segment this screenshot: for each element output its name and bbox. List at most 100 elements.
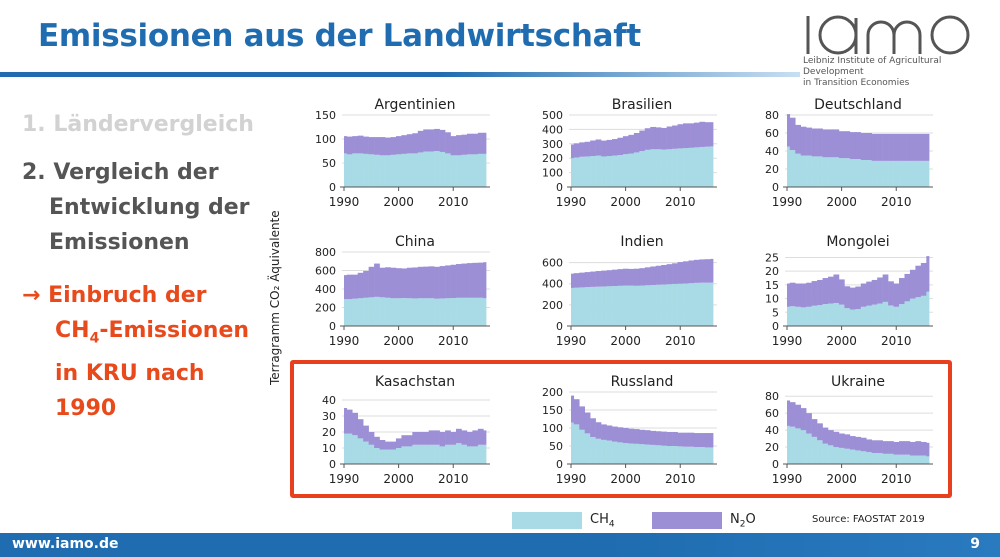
n2o-bar-mongolei-1998	[828, 276, 834, 304]
ch4-bar-brasilien-1999	[617, 155, 624, 187]
ch4-bar-brasilien-2010	[677, 148, 684, 187]
n2o-bar-indien-2014	[699, 259, 706, 283]
n2o-bar-brasilien-2004	[644, 128, 651, 150]
ch4-bar-kasachstan-2012	[461, 444, 468, 464]
n2o-bar-russland-2007	[661, 431, 667, 446]
n2o-bar-ukraine-1991	[789, 402, 796, 427]
ch4-bar-argentinien-2010	[450, 155, 457, 187]
n2o-bar-argentinien-2006	[428, 129, 435, 152]
ch4-bar-ukraine-2001	[844, 448, 851, 464]
n2o-bar-russland-2003	[639, 429, 646, 445]
n2o-bar-kasachstan-2000	[395, 438, 402, 448]
ch4-bar-ukraine-1994	[806, 433, 812, 464]
n2o-bar-indien-2009	[672, 263, 678, 284]
ch4-bar-mongolei-2001	[844, 308, 851, 326]
y-tick-label: 0	[556, 320, 563, 333]
ch4-bar-argentinien-1997	[379, 155, 386, 187]
x-tick-label: 1990	[772, 195, 803, 209]
ch4-bar-brasilien-1996	[601, 156, 607, 187]
ch4-bar-kasachstan-2014	[472, 446, 479, 464]
n2o-bar-ukraine-2015	[920, 441, 927, 456]
ch4-bar-china-2002	[406, 298, 413, 326]
ch4-bar-kasachstan-2016	[483, 444, 487, 464]
n2o-bar-china-1997	[379, 267, 386, 298]
ch4-bar-china-2003	[412, 298, 419, 326]
n2o-bar-brasilien-2016	[710, 122, 714, 147]
x-tick-label: 1990	[329, 195, 360, 209]
x-tick-label: 2010	[881, 472, 912, 486]
agenda-item-2: 2. Vergleich der Entwicklung der Emissio…	[22, 155, 272, 260]
ch4-bar-deutschland-2000	[838, 158, 845, 187]
ch4-bar-ukraine-2006	[871, 452, 878, 464]
n2o-bar-russland-2005	[650, 430, 656, 445]
ch4-bar-mongolei-2014	[915, 297, 922, 326]
ch4-bar-indien-1993	[584, 287, 591, 326]
n2o-bar-china-2016	[483, 262, 487, 299]
ch4-bar-china-1997	[379, 297, 386, 326]
n2o-bar-china-1993	[357, 272, 364, 299]
y-tick-label: 400	[315, 283, 336, 296]
agenda-item-3-line4: 1990	[55, 396, 117, 422]
ch4-bar-china-2001	[401, 298, 408, 326]
legend-swatch-ch4	[512, 512, 582, 529]
n2o-bar-china-2013	[466, 263, 473, 298]
ch4-bar-argentinien-2006	[428, 151, 435, 187]
n2o-bar-ukraine-1997	[822, 427, 829, 444]
footer-url[interactable]: www.iamo.de	[12, 536, 119, 552]
agenda-item-1: 1. Ländervergleich	[22, 112, 254, 137]
chart-title-china: China	[395, 234, 435, 250]
y-tick-label: 400	[542, 123, 563, 136]
n2o-bar-mongolei-2005	[866, 281, 872, 306]
n2o-bar-argentinien-2001	[401, 135, 408, 154]
ch4-bar-china-2011	[456, 297, 462, 326]
ch4-bar-ukraine-2013	[909, 455, 916, 464]
ch4-bar-ukraine-1990	[787, 425, 791, 464]
ch4-bar-mongolei-2009	[888, 305, 894, 326]
n2o-bar-deutschland-2002	[849, 132, 856, 160]
n2o-bar-kasachstan-1991	[346, 409, 353, 434]
n2o-bar-kasachstan-1995	[368, 432, 375, 445]
x-tick-label: 1990	[329, 472, 360, 486]
ch4-bar-deutschland-1992	[795, 153, 801, 187]
ch4-bar-russland-1990	[571, 422, 575, 464]
ch4-bar-russland-1993	[584, 433, 591, 464]
ch4-bar-kasachstan-2013	[466, 446, 473, 464]
ch4-bar-mongolei-2012	[904, 301, 911, 326]
n2o-bar-argentinien-2011	[456, 135, 462, 156]
n2o-bar-brasilien-2003	[639, 130, 646, 151]
n2o-bar-china-2000	[395, 268, 402, 299]
x-tick-label: 1990	[772, 334, 803, 348]
ch4-bar-brasilien-2006	[655, 149, 662, 187]
ch4-bar-china-1993	[357, 298, 364, 326]
n2o-bar-brasilien-2013	[693, 122, 700, 148]
n2o-bar-brasilien-1990	[571, 144, 575, 159]
n2o-bar-mongolei-2011	[899, 278, 905, 305]
y-tick-label: 600	[542, 257, 563, 270]
ch4-bar-russland-2006	[655, 445, 662, 464]
n2o-bar-mongolei-1992	[795, 283, 801, 307]
n2o-bar-indien-1990	[571, 273, 575, 288]
n2o-bar-argentinien-2002	[406, 134, 413, 154]
n2o-bar-mongolei-1997	[822, 278, 829, 305]
legend-swatch-n2o	[652, 512, 722, 529]
y-tick-label: 0	[329, 320, 336, 333]
n2o-bar-kasachstan-2014	[472, 430, 479, 447]
n2o-bar-mongolei-2004	[860, 283, 867, 307]
ch4-bar-russland-1995	[595, 438, 602, 464]
ch4-bar-deutschland-1994	[806, 155, 812, 187]
ch4-bar-brasilien-2016	[710, 146, 714, 187]
ch4-bar-brasilien-2007	[661, 149, 667, 187]
chart-title-ukraine: Ukraine	[831, 374, 885, 390]
n2o-bar-ukraine-1993	[800, 408, 807, 431]
ch4-bar-ukraine-2003	[855, 450, 862, 464]
n2o-bar-russland-2013	[693, 433, 700, 448]
chart-title-indien: Indien	[620, 234, 663, 250]
ch4-bar-mongolei-1992	[795, 306, 801, 326]
iamo-logo	[806, 15, 970, 55]
ch4-bar-china-1998	[385, 297, 391, 326]
ch4-bar-mongolei-2008	[882, 301, 889, 326]
y-tick-label: 300	[542, 138, 563, 151]
n2o-bar-brasilien-1993	[584, 141, 591, 157]
ch4-bar-deutschland-2016	[926, 160, 930, 187]
slide-title: Emissionen aus der Landwirtschaft	[38, 18, 641, 54]
